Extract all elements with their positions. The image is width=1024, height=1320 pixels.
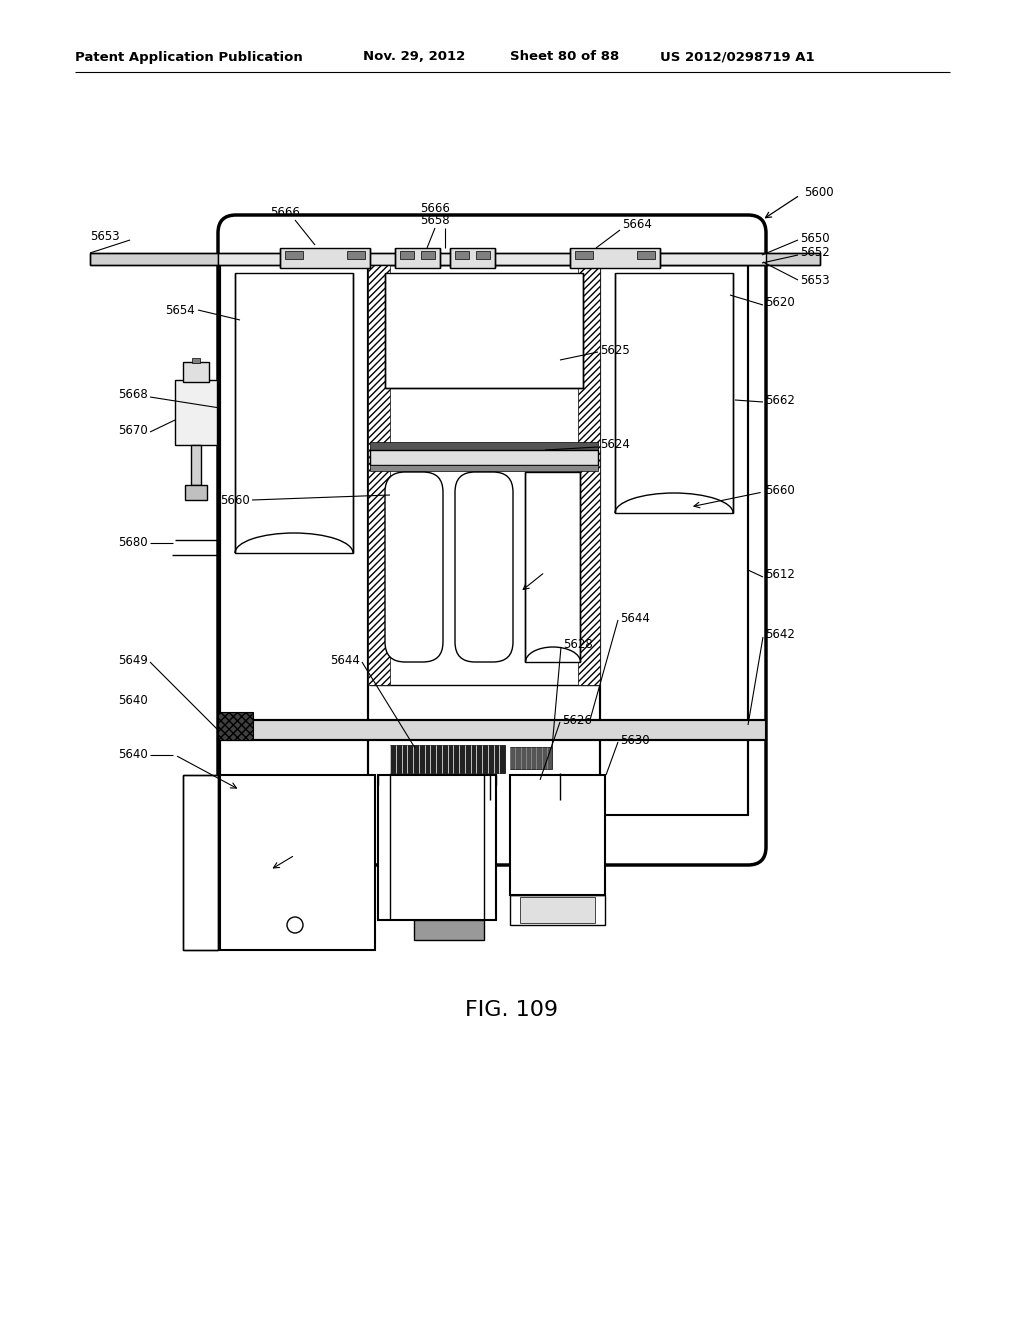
Bar xyxy=(520,898,595,923)
Text: 5666: 5666 xyxy=(420,202,450,214)
Text: 5668: 5668 xyxy=(118,388,148,401)
Bar xyxy=(185,484,207,500)
Bar xyxy=(220,775,375,950)
Text: 5620: 5620 xyxy=(765,297,795,309)
Text: 5640: 5640 xyxy=(118,748,148,762)
Bar xyxy=(602,253,820,265)
Bar xyxy=(175,380,217,445)
Text: 5625: 5625 xyxy=(600,343,630,356)
Bar xyxy=(218,711,253,741)
Bar xyxy=(370,442,598,450)
Bar xyxy=(191,445,201,484)
Text: 5650: 5650 xyxy=(800,231,829,244)
Bar xyxy=(414,920,484,940)
Text: 5666: 5666 xyxy=(270,206,300,219)
Bar xyxy=(525,473,580,663)
Bar xyxy=(400,251,414,259)
Bar xyxy=(615,273,733,513)
Text: Sheet 80 of 88: Sheet 80 of 88 xyxy=(510,50,620,63)
Bar xyxy=(370,465,598,471)
Bar xyxy=(378,775,496,920)
Bar xyxy=(90,253,218,265)
Text: 5652: 5652 xyxy=(800,247,829,260)
Text: 5626: 5626 xyxy=(562,714,592,726)
Bar xyxy=(637,251,655,259)
Text: 5653: 5653 xyxy=(800,273,829,286)
Bar xyxy=(193,358,200,363)
Text: 5660: 5660 xyxy=(765,483,795,496)
Text: 5670: 5670 xyxy=(118,424,148,437)
Text: US 2012/0298719 A1: US 2012/0298719 A1 xyxy=(660,50,815,63)
Bar xyxy=(368,265,390,685)
Text: 5662: 5662 xyxy=(765,393,795,407)
Bar xyxy=(218,719,766,741)
Bar xyxy=(578,265,600,685)
Text: 5630: 5630 xyxy=(620,734,649,747)
Bar xyxy=(476,251,490,259)
Bar xyxy=(370,265,598,685)
Text: 5628: 5628 xyxy=(563,639,593,652)
Bar xyxy=(510,895,605,925)
Bar xyxy=(285,251,303,259)
Bar xyxy=(510,775,605,895)
Bar xyxy=(218,253,766,265)
Text: 5624: 5624 xyxy=(600,438,630,451)
Bar xyxy=(575,251,593,259)
Bar xyxy=(455,251,469,259)
Text: FIG. 109: FIG. 109 xyxy=(466,1001,558,1020)
Bar xyxy=(183,362,209,381)
Bar xyxy=(450,248,495,268)
Text: 5644: 5644 xyxy=(620,611,650,624)
Bar xyxy=(395,248,440,268)
Bar xyxy=(370,450,598,465)
Bar xyxy=(385,273,583,388)
Text: Nov. 29, 2012: Nov. 29, 2012 xyxy=(362,50,465,63)
Text: 5600: 5600 xyxy=(804,186,834,198)
Text: 5653: 5653 xyxy=(90,231,120,243)
Bar xyxy=(234,273,353,553)
Text: 5642: 5642 xyxy=(765,628,795,642)
FancyBboxPatch shape xyxy=(455,473,513,663)
Text: 5664: 5664 xyxy=(622,219,652,231)
Text: 5660: 5660 xyxy=(220,494,250,507)
Text: 5649: 5649 xyxy=(118,653,148,667)
Bar xyxy=(600,265,748,814)
Text: 5658: 5658 xyxy=(420,214,450,227)
FancyBboxPatch shape xyxy=(218,215,766,865)
Text: 5640: 5640 xyxy=(118,693,148,706)
Bar xyxy=(347,251,365,259)
Text: 5654: 5654 xyxy=(165,304,195,317)
FancyBboxPatch shape xyxy=(385,473,443,663)
Bar xyxy=(220,265,368,855)
Bar xyxy=(280,248,370,268)
Bar xyxy=(390,744,505,774)
Bar xyxy=(570,248,660,268)
Text: 5612: 5612 xyxy=(765,569,795,582)
Bar xyxy=(510,747,552,770)
Bar xyxy=(183,775,218,950)
Bar xyxy=(421,251,435,259)
Text: Patent Application Publication: Patent Application Publication xyxy=(75,50,303,63)
Text: 5644: 5644 xyxy=(330,653,360,667)
Text: 5680: 5680 xyxy=(119,536,148,549)
